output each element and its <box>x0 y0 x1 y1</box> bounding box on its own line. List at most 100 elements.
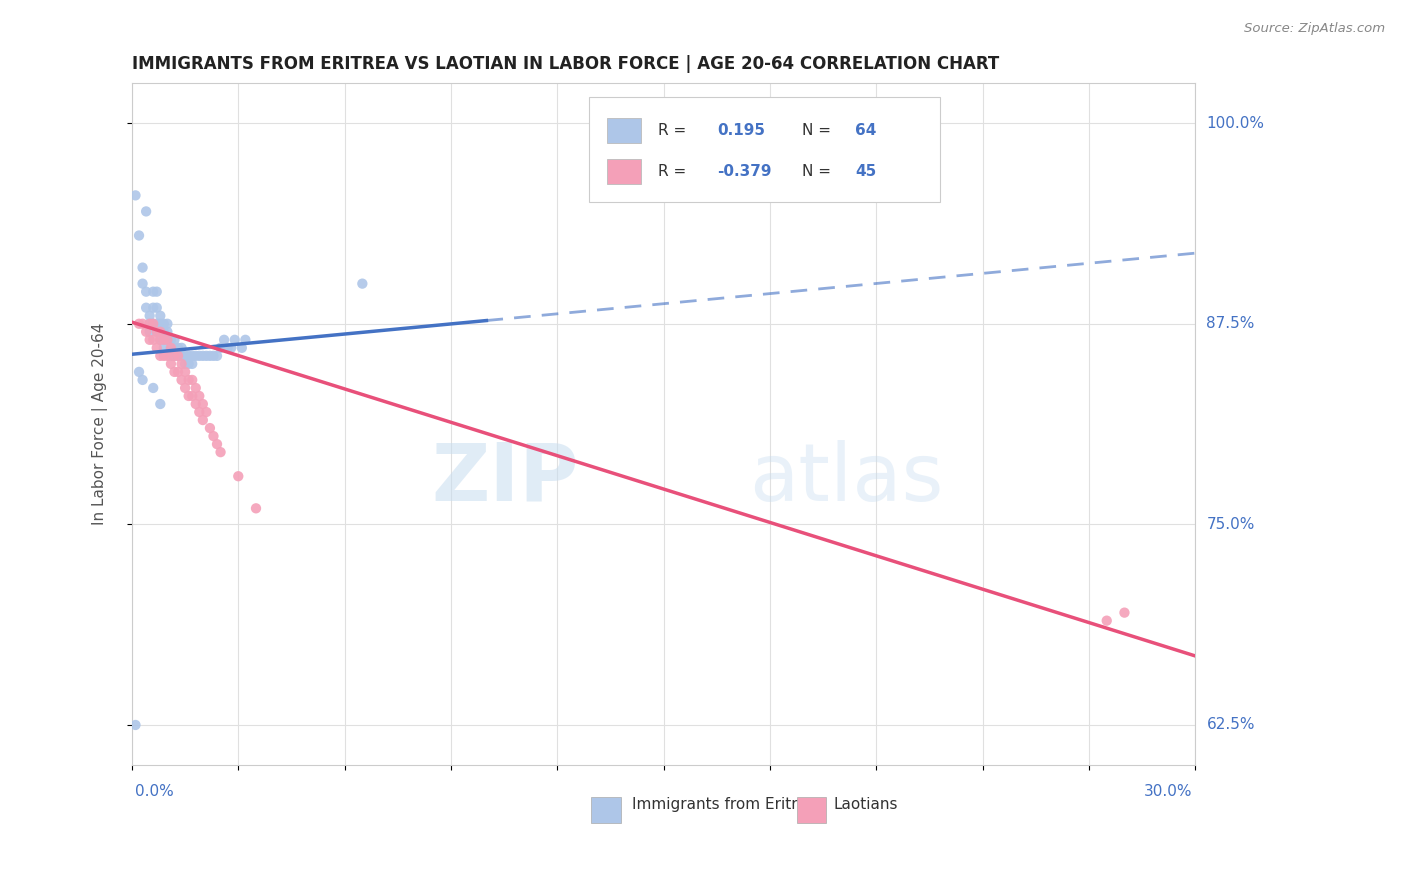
Point <box>209 341 232 355</box>
Point <box>177 357 200 371</box>
Point <box>184 381 207 395</box>
Point <box>124 188 146 202</box>
Point <box>174 381 197 395</box>
Y-axis label: In Labor Force | Age 20-64: In Labor Force | Age 20-64 <box>93 323 108 525</box>
Point <box>205 437 228 451</box>
Point <box>174 357 197 371</box>
Point <box>191 413 214 427</box>
Point <box>235 333 257 347</box>
Point <box>184 397 207 411</box>
Bar <box>592 797 621 823</box>
Text: Laotians: Laotians <box>834 797 898 813</box>
Point <box>138 333 160 347</box>
Point <box>209 445 232 459</box>
Bar <box>607 160 641 184</box>
Text: -0.379: -0.379 <box>717 164 772 179</box>
Point <box>188 389 211 403</box>
Bar <box>797 797 827 823</box>
Point <box>163 341 186 355</box>
Text: 30.0%: 30.0% <box>1144 784 1192 798</box>
Point <box>128 317 150 331</box>
Point <box>181 373 204 387</box>
Point <box>138 309 160 323</box>
Point <box>149 317 172 331</box>
Point <box>128 365 150 379</box>
Point <box>174 365 197 379</box>
Point <box>138 317 160 331</box>
Point <box>153 349 176 363</box>
Point <box>160 341 183 355</box>
Point <box>145 341 167 355</box>
Point <box>202 349 225 363</box>
Point <box>205 349 228 363</box>
Point <box>352 277 374 291</box>
Point <box>145 317 167 331</box>
Point <box>167 341 190 355</box>
Text: R =: R = <box>658 164 686 179</box>
Point <box>167 365 190 379</box>
Point <box>138 317 160 331</box>
Point <box>226 469 249 483</box>
Point <box>191 397 214 411</box>
Point <box>142 317 165 331</box>
Text: 0.195: 0.195 <box>717 123 765 138</box>
Point <box>191 349 214 363</box>
Point <box>177 389 200 403</box>
Point <box>145 285 167 299</box>
Text: 75.0%: 75.0% <box>1206 516 1254 532</box>
Point <box>177 373 200 387</box>
Point <box>163 349 186 363</box>
Point <box>145 325 167 339</box>
Point <box>195 349 218 363</box>
Point <box>212 333 235 347</box>
Point <box>224 333 246 347</box>
Point <box>181 389 204 403</box>
Text: 100.0%: 100.0% <box>1206 116 1264 130</box>
Text: Immigrants from Eritrea: Immigrants from Eritrea <box>631 797 815 813</box>
Point <box>149 325 172 339</box>
Text: N =: N = <box>801 164 831 179</box>
Point <box>153 317 176 331</box>
Point <box>174 349 197 363</box>
Point <box>135 325 157 339</box>
Point <box>170 349 193 363</box>
Point <box>245 501 267 516</box>
Point <box>170 357 193 371</box>
Point <box>153 325 176 339</box>
Text: 0.0%: 0.0% <box>135 784 173 798</box>
Point <box>142 285 165 299</box>
Point <box>181 349 204 363</box>
Text: 62.5%: 62.5% <box>1206 717 1256 732</box>
Point <box>138 325 160 339</box>
Point <box>128 228 150 243</box>
Text: 87.5%: 87.5% <box>1206 317 1254 331</box>
Point <box>167 349 190 363</box>
Point <box>131 373 153 387</box>
Point <box>170 373 193 387</box>
Point <box>1114 606 1136 620</box>
Point <box>177 349 200 363</box>
Point <box>156 333 179 347</box>
Point <box>195 405 218 419</box>
Point <box>188 349 211 363</box>
Point <box>149 397 172 411</box>
Point <box>167 349 190 363</box>
Point <box>188 405 211 419</box>
Point <box>153 333 176 347</box>
Point <box>142 301 165 315</box>
Point <box>142 381 165 395</box>
Point <box>1095 614 1118 628</box>
Point <box>163 365 186 379</box>
Point <box>149 309 172 323</box>
Bar <box>607 119 641 143</box>
Point <box>163 349 186 363</box>
Text: IMMIGRANTS FROM ERITREA VS LAOTIAN IN LABOR FORCE | AGE 20-64 CORRELATION CHART: IMMIGRANTS FROM ERITREA VS LAOTIAN IN LA… <box>132 55 1000 73</box>
Point <box>181 357 204 371</box>
Point <box>149 333 172 347</box>
Point <box>156 349 179 363</box>
FancyBboxPatch shape <box>589 96 941 202</box>
Text: 64: 64 <box>855 123 876 138</box>
Point <box>142 317 165 331</box>
Point <box>217 341 239 355</box>
Point <box>131 317 153 331</box>
